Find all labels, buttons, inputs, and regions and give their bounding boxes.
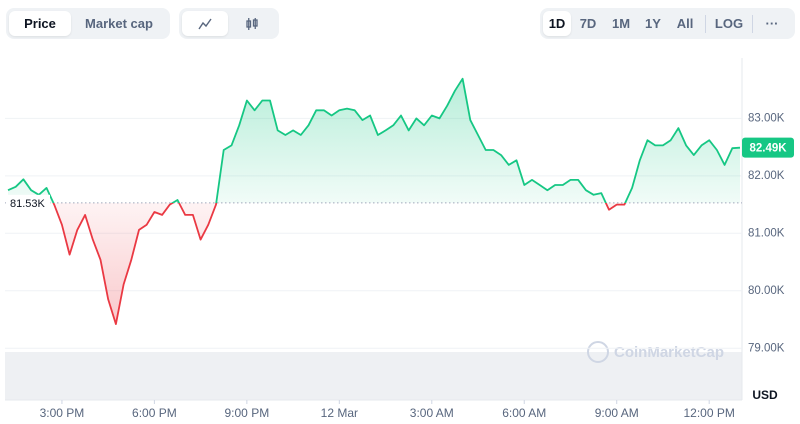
line-icon: [198, 18, 212, 29]
candle-chart-button[interactable]: [228, 11, 276, 36]
log-button[interactable]: LOG: [714, 16, 744, 31]
y-tick-label: 82.00K: [748, 170, 785, 182]
line-chart-button[interactable]: [182, 11, 228, 36]
x-tick-label: 6:00 PM: [132, 406, 177, 420]
last-value-label: 82.49K: [749, 143, 787, 155]
x-tick-label: 9:00 PM: [225, 406, 270, 420]
range-button[interactable]: 7D: [579, 16, 597, 31]
more-button[interactable]: ···: [765, 16, 779, 31]
separator: [752, 14, 753, 33]
range-button[interactable]: 1D: [543, 11, 571, 36]
range-button[interactable]: 1Y: [645, 16, 661, 31]
x-tick-label: 12 Mar: [321, 406, 358, 420]
separator: [705, 14, 706, 33]
range-button[interactable]: All: [676, 16, 694, 31]
y-tick-label: 83.00K: [748, 112, 785, 124]
y-tick-label: 81.00K: [748, 227, 785, 239]
range-button[interactable]: 1M: [611, 16, 631, 31]
x-tick-label: 3:00 AM: [410, 406, 454, 420]
last-value-tag: [742, 137, 794, 158]
x-tick-label: 9:00 AM: [595, 406, 639, 420]
chart-type-group: [179, 8, 279, 39]
area: [8, 78, 740, 325]
x-tick-label: 12:00 PM: [683, 406, 734, 420]
volume-band: [5, 352, 742, 400]
tab[interactable]: Market cap: [85, 16, 153, 31]
watermark: CoinMarketCap: [614, 344, 724, 361]
y-tick-label: 80.00K: [748, 285, 785, 297]
price-line: [7, 77, 741, 325]
x-tick-label: 3:00 PM: [40, 406, 85, 420]
tab[interactable]: Price: [9, 11, 71, 36]
x-tick-label: 6:00 AM: [502, 406, 546, 420]
candle-icon: [246, 17, 258, 30]
reference-label-box: [6, 194, 50, 211]
reference-label: 81.53K: [10, 198, 46, 210]
tab-group: Price Market cap: [6, 8, 170, 39]
y-tick-label: 79.00K: [748, 342, 785, 354]
unit-label: USD: [752, 388, 778, 402]
range-group: 1D 7D 1M 1Y All LOG ···: [540, 8, 795, 39]
watermark-logo: [587, 341, 609, 363]
